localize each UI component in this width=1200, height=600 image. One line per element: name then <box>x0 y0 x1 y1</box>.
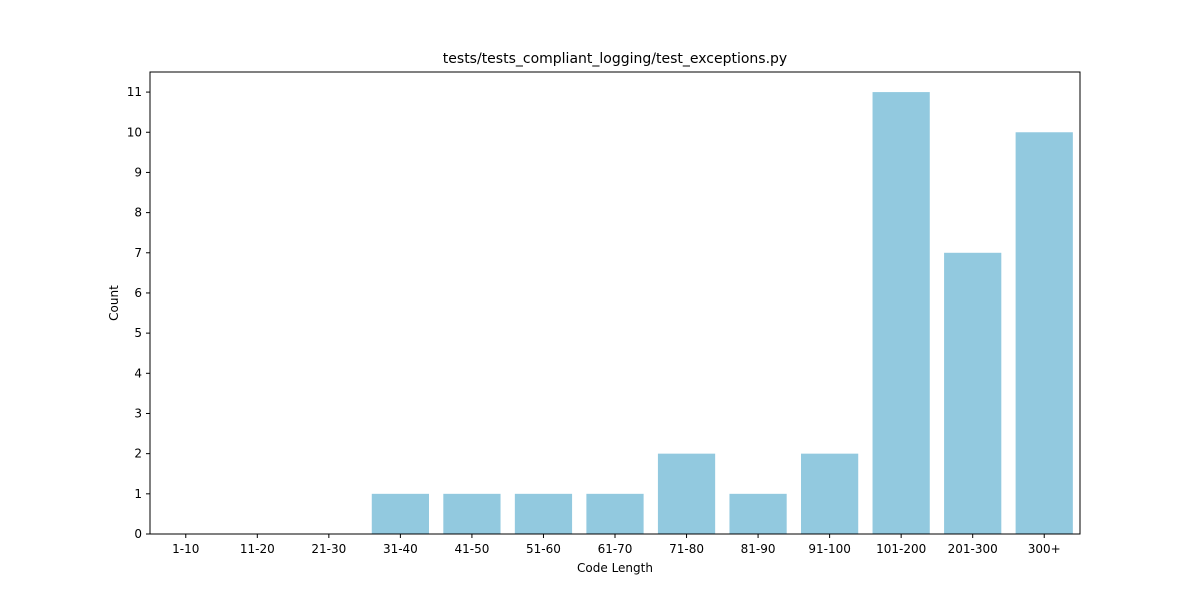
x-tick-label: 41-50 <box>454 542 489 556</box>
x-tick-label: 71-80 <box>669 542 704 556</box>
x-tick-label: 11-20 <box>240 542 275 556</box>
bar-51-60 <box>514 493 573 534</box>
x-tick-label: 1-10 <box>172 542 199 556</box>
y-tick-label: 0 <box>134 527 142 541</box>
x-tick-label: 61-70 <box>598 542 633 556</box>
plot-frame <box>149 71 1081 535</box>
y-tick-label: 2 <box>134 447 142 461</box>
x-tick-label: 21-30 <box>311 542 346 556</box>
bar-300+ <box>1015 132 1073 534</box>
bars-group <box>371 92 1073 535</box>
y-tick-label: 11 <box>127 85 142 99</box>
bar-91-100 <box>801 453 859 534</box>
y-tick-label: 4 <box>134 366 142 380</box>
y-tick-label: 6 <box>134 286 142 300</box>
x-tick-label: 51-60 <box>526 542 561 556</box>
y-axis-label: Count <box>107 285 121 321</box>
bar-61-70 <box>586 493 644 534</box>
bar-101-200 <box>872 92 930 534</box>
bar-71-80 <box>657 453 716 534</box>
y-tick-label: 10 <box>127 125 142 139</box>
y-axis: 0 1 2 3 4 5 6 7 8 9 10 11 <box>127 85 150 541</box>
x-axis-label: Code Length <box>577 561 653 575</box>
y-tick-label: 3 <box>134 406 142 420</box>
x-tick-label: 101-200 <box>876 542 926 556</box>
y-tick-label: 8 <box>134 206 142 220</box>
x-tick-label: 300+ <box>1028 542 1061 556</box>
y-tick-label: 9 <box>134 165 142 179</box>
bar-81-90 <box>729 493 787 534</box>
x-tick-label: 31-40 <box>383 542 418 556</box>
y-tick-label: 1 <box>134 487 142 501</box>
x-tick-label: 81-90 <box>741 542 776 556</box>
bar-201-300 <box>944 252 1002 535</box>
bar-31-40 <box>371 493 429 534</box>
y-tick-label: 5 <box>134 326 142 340</box>
y-tick-label: 7 <box>134 246 142 260</box>
chart-title: tests/tests_compliant_logging/test_excep… <box>443 51 787 67</box>
x-axis: 1-10 11-20 21-30 31-40 41-50 51-60 61-70 71-80 8… <box>172 534 1061 556</box>
x-tick-label: 91-100 <box>808 542 851 556</box>
bar-41-50 <box>443 493 501 534</box>
x-tick-label: 201-300 <box>948 542 998 556</box>
